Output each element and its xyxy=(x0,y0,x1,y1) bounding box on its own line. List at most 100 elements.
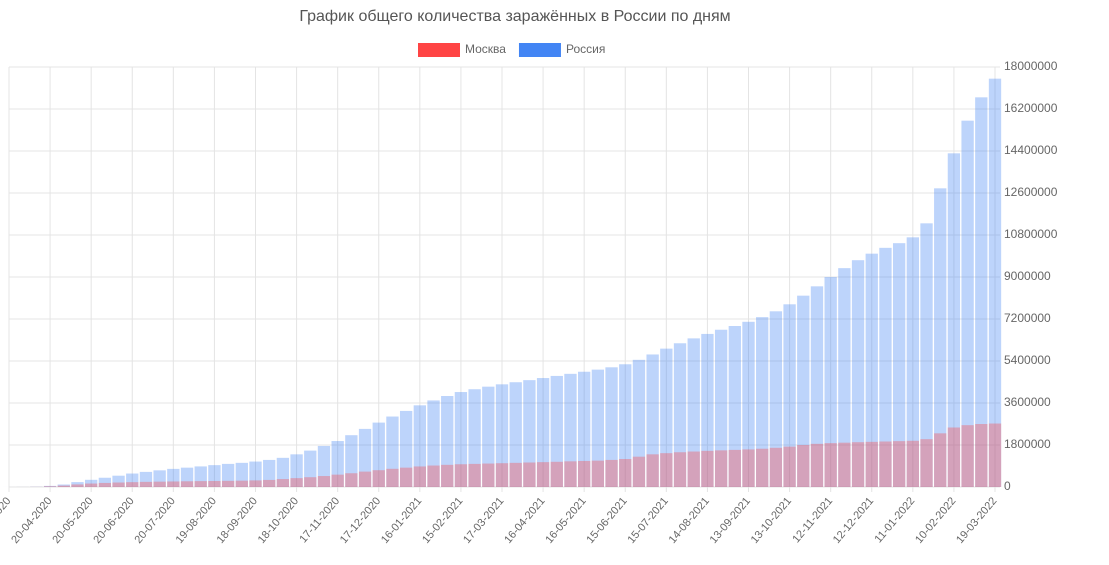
bar xyxy=(441,396,454,487)
x-tick-label: 16-04-2021 xyxy=(502,495,547,546)
bar xyxy=(646,454,659,487)
bar xyxy=(769,311,783,487)
bar xyxy=(714,450,728,487)
legend-swatch xyxy=(418,43,460,57)
bar xyxy=(331,474,344,487)
bar xyxy=(208,480,221,487)
bar xyxy=(975,97,988,487)
bar xyxy=(851,442,865,487)
bar xyxy=(441,464,454,487)
bar xyxy=(43,485,57,487)
x-tick-label: 17-11-2020 xyxy=(297,495,342,545)
bar xyxy=(139,471,153,487)
bar xyxy=(235,462,248,487)
bar xyxy=(180,481,194,487)
bar xyxy=(975,424,988,487)
bar xyxy=(98,477,112,487)
bar xyxy=(865,441,878,487)
bar xyxy=(263,479,276,487)
x-tick-label: 19-08-2020 xyxy=(174,495,219,546)
bar xyxy=(345,473,358,487)
bar xyxy=(85,479,98,487)
bar xyxy=(879,247,892,487)
bar xyxy=(413,405,426,487)
bar xyxy=(920,439,933,487)
bar xyxy=(468,389,481,487)
bar xyxy=(742,321,755,487)
bar xyxy=(71,482,84,487)
bar xyxy=(57,484,70,487)
bar xyxy=(153,481,166,487)
bar xyxy=(290,478,303,487)
bar xyxy=(139,481,153,487)
x-tick-label: 10-02-2022 xyxy=(913,495,958,546)
bar xyxy=(578,371,591,487)
bar xyxy=(208,465,221,487)
x-tick-label: 19-03-2022 xyxy=(954,495,999,546)
x-tick-label: 17-12-2020 xyxy=(338,495,383,546)
bar xyxy=(701,333,714,487)
x-tick-label: 18-10-2020 xyxy=(256,495,301,546)
legend-swatch xyxy=(518,43,561,57)
y-tick-label: 10800000 xyxy=(1004,227,1058,241)
bar xyxy=(180,467,194,487)
bar xyxy=(756,317,769,487)
y-tick-label: 16200000 xyxy=(1004,101,1058,115)
bar xyxy=(194,466,207,487)
bar xyxy=(372,470,385,487)
x-tick-label: 12-12-2021 xyxy=(831,495,876,546)
bar xyxy=(851,260,865,487)
bar xyxy=(413,466,426,487)
bar xyxy=(235,480,248,487)
bar xyxy=(632,359,646,487)
bar xyxy=(797,295,810,487)
bar xyxy=(550,461,563,487)
bar xyxy=(838,442,851,487)
bar xyxy=(386,416,399,487)
bar xyxy=(769,447,783,487)
bar xyxy=(906,237,919,487)
bar xyxy=(358,428,372,487)
bar xyxy=(865,253,878,487)
bar xyxy=(167,481,180,487)
x-tick-label: 13-10-2021 xyxy=(749,495,794,546)
bar xyxy=(358,471,372,487)
bar xyxy=(920,223,933,488)
x-tick-label: 14-08-2021 xyxy=(667,495,712,546)
bar xyxy=(427,465,440,487)
bar xyxy=(126,482,139,487)
bar xyxy=(687,451,700,487)
bar xyxy=(454,464,468,487)
bar xyxy=(605,459,618,487)
x-tick-label: 17-03-2021 xyxy=(461,495,506,546)
bar xyxy=(221,463,235,487)
bar xyxy=(564,373,577,487)
bar xyxy=(536,378,550,487)
bar xyxy=(646,354,659,487)
x-tick-label: 16-05-2021 xyxy=(543,495,588,546)
x-tick-label: 11-01-2022 xyxy=(873,495,918,545)
bar xyxy=(892,243,906,487)
bar xyxy=(304,450,317,487)
y-tick-label: 14400000 xyxy=(1004,143,1058,157)
bar xyxy=(249,461,262,487)
bar xyxy=(523,380,536,487)
x-tick-label: 18-09-2020 xyxy=(215,495,260,546)
bar xyxy=(43,486,57,487)
legend-label: Россия xyxy=(566,42,605,56)
bar xyxy=(495,463,509,487)
y-tick-label: 3600000 xyxy=(1004,395,1051,409)
bar xyxy=(591,369,605,487)
bar xyxy=(399,467,413,487)
bar xyxy=(523,462,536,487)
bar xyxy=(934,433,947,487)
bar xyxy=(249,480,262,487)
legend-label: Москва xyxy=(465,42,506,56)
bar xyxy=(454,392,468,487)
bar xyxy=(605,367,618,487)
bar xyxy=(879,441,892,487)
bar xyxy=(673,452,687,487)
y-tick-label: 0 xyxy=(1004,479,1011,493)
